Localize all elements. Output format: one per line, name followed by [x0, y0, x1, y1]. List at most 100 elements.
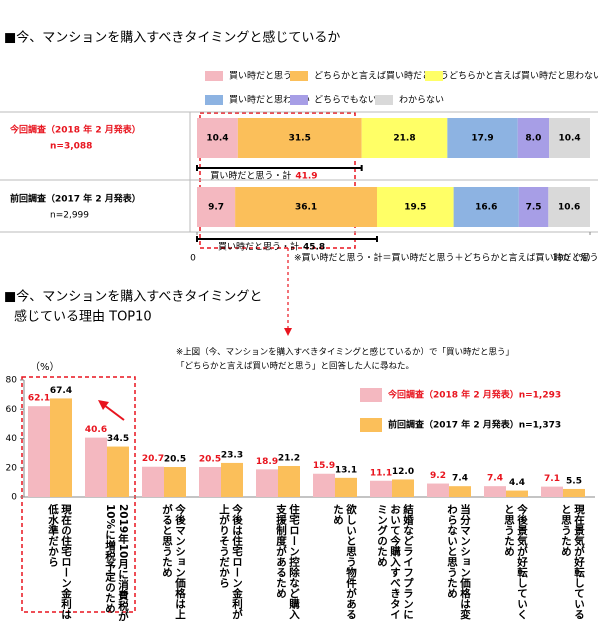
bar	[427, 483, 449, 497]
value-label: 7.4	[487, 474, 503, 484]
value-label: 23.3	[221, 450, 243, 460]
x-tick-label: 住宅ローン控除など購入支援制度があるため	[275, 504, 300, 620]
category-note: n=2,999	[50, 211, 89, 221]
legend-swatch	[360, 388, 382, 402]
legend-swatch	[375, 95, 393, 105]
value-label: 19.5	[404, 203, 426, 213]
bar	[392, 479, 414, 497]
value-label: 13.1	[335, 465, 357, 475]
bar-segment	[517, 118, 550, 158]
value-label: 10.6	[558, 203, 580, 213]
legend-label: 買い時だと思わない	[229, 95, 310, 106]
bar	[85, 437, 107, 497]
legend-label: わからない	[399, 95, 444, 106]
total-bracket	[196, 236, 378, 242]
note: ※上図（今、マンションを購入すべきタイミングと感じているか）で「買い時だと思う」	[176, 347, 514, 358]
bar	[142, 466, 164, 497]
legend-swatch	[360, 418, 382, 432]
x-tick-label: 欲しいと思う物件があるため	[332, 504, 357, 620]
category-label: 今回調査（2018 年 2 月発表）	[9, 124, 141, 136]
x-tick-label: 2019年10月に消費税が10%に増税予定のため	[104, 504, 129, 622]
total-value: 45.8	[303, 243, 325, 253]
value-label: 8.0	[525, 134, 541, 144]
bar-segment	[549, 118, 590, 158]
bar	[484, 486, 506, 497]
value-label: 9.7	[208, 203, 224, 213]
x-tick-label: 0	[190, 254, 196, 264]
legend-swatch	[290, 95, 308, 105]
value-label: 15.9	[313, 461, 335, 471]
bar	[50, 398, 72, 497]
value-label: 7.5	[526, 203, 542, 213]
legend-label: 今回調査（2018 年 2 月発表）n=1,293	[387, 389, 561, 401]
bar	[335, 477, 357, 497]
bar	[313, 473, 335, 497]
bar	[221, 462, 243, 497]
bar	[449, 486, 471, 497]
bar-segment	[453, 187, 519, 227]
arrow-head	[98, 400, 109, 410]
value-label: 21.8	[393, 134, 415, 144]
value-label: 9.2	[430, 471, 446, 481]
bar-segment	[376, 187, 454, 227]
value-label: 5.5	[566, 476, 582, 486]
value-label: 21.2	[278, 453, 300, 463]
value-label: 67.4	[50, 386, 72, 396]
legend-swatch	[425, 71, 443, 81]
y-tick-label: 20	[6, 463, 18, 473]
category-note: n=3,088	[50, 142, 92, 152]
value-label: 10.4	[558, 134, 580, 144]
total-label: 買い時だと思う・計	[218, 241, 299, 253]
category-label: 前回調査（2017 年 2 月発表）	[10, 193, 141, 205]
legend-swatch	[205, 95, 223, 105]
value-label: 4.4	[509, 478, 525, 488]
value-label: 18.9	[256, 457, 278, 467]
value-label: 16.6	[475, 203, 497, 213]
chart-title: ■今、マンションを購入すべきタイミングと感じているか	[4, 30, 340, 46]
y-tick-label: 40	[6, 434, 18, 444]
bar-segment	[197, 187, 236, 227]
value-label: 62.1	[28, 394, 50, 404]
bar	[370, 480, 392, 497]
value-label: 20.5	[199, 455, 221, 465]
arrow	[103, 404, 125, 421]
x-tick-label: 結婚などライフプランにおいて今購入すべきタイミングのため	[376, 504, 414, 620]
x-tick-label: 今後マンション価格は上がると思うため	[161, 504, 186, 620]
legend-label: 前回調査（2017 年 2 月発表）n=1,373	[388, 419, 561, 431]
value-label: 10.4	[206, 134, 228, 144]
value-label: 34.5	[107, 434, 129, 444]
bar-segment	[548, 187, 590, 227]
value-label: 12.0	[392, 467, 414, 477]
chart-title: ■今、マンションを購入すべきタイミングと	[4, 289, 262, 305]
value-label: 7.4	[452, 474, 468, 484]
total-bracket	[196, 165, 363, 171]
bar-segment	[518, 187, 549, 227]
value-label: 17.9	[471, 134, 493, 144]
x-tick-label: 今後は住宅ローン金利が上がりそうだから	[218, 504, 243, 620]
bar	[541, 486, 563, 497]
y-tick-label: 0	[11, 493, 17, 503]
x-tick-label: 今後景気が好転していくと思うため	[503, 504, 528, 620]
bar-segment	[235, 187, 377, 227]
bar	[256, 469, 278, 497]
total-label: 買い時だと思う・計	[210, 170, 291, 182]
bar-segment	[197, 118, 238, 158]
legend-swatch	[205, 71, 223, 81]
bar	[506, 490, 528, 497]
y-tick-label: 80	[6, 376, 18, 386]
bar-segment	[237, 118, 362, 158]
value-label: 20.7	[142, 454, 164, 464]
value-label: 40.6	[85, 425, 107, 435]
legend-swatch	[290, 71, 308, 81]
value-label: 20.5	[164, 455, 186, 465]
legend-label: 買い時だと思う	[229, 71, 292, 82]
value-label: 11.1	[370, 468, 392, 478]
bar	[563, 488, 585, 497]
value-label: 7.1	[544, 474, 560, 484]
value-label: 31.5	[289, 134, 311, 144]
bar	[107, 446, 129, 497]
bar	[199, 467, 221, 497]
legend-label: どちらかと言えば買い時だと思う	[314, 70, 449, 82]
x-tick-label: 現在景気が好転していると思うため	[560, 504, 585, 620]
